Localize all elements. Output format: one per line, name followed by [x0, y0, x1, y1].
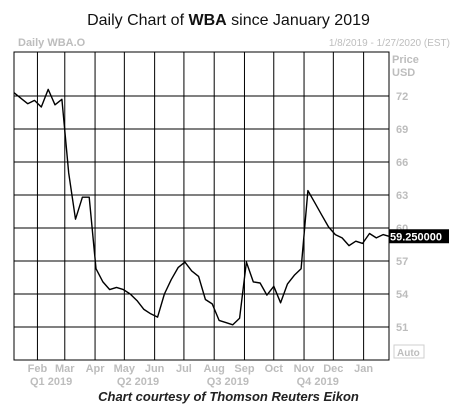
x-tick-label-month: Feb	[28, 363, 48, 375]
chart-caption: Chart courtesy of Thomson Reuters Eikon	[98, 389, 359, 404]
x-tick-label-month: Mar	[55, 363, 75, 375]
scale-mode-label[interactable]: Auto	[397, 348, 420, 359]
x-tick-labels: Feb Mar Apr May Jun Jul Aug Sep Oct Nov Dec Jan Q1 2…	[28, 363, 374, 388]
y-tick-label: 51	[396, 322, 408, 334]
y-tick-label: 54	[396, 289, 409, 301]
x-tick-label-month: Oct	[265, 363, 284, 375]
x-tick-label-month: Jul	[176, 363, 192, 375]
plot-frame	[13, 51, 390, 361]
x-tick-label-quarter: Q4 2019	[297, 376, 339, 388]
x-tick-label-month: Dec	[323, 363, 343, 375]
chart-header-right: 1/8/2019 - 1/27/2020 (EST)	[329, 38, 450, 49]
last-price-marker: 59.250000	[389, 229, 449, 244]
y-tick-label: 63	[396, 190, 408, 202]
title-suffix: since January 2019	[226, 12, 370, 29]
x-tick-label-month: Apr	[86, 363, 106, 375]
x-tick-label-quarter: Q2 2019	[117, 376, 159, 388]
x-tick-label-month: Jun	[145, 363, 165, 375]
x-tick-label-month: Sep	[234, 363, 254, 375]
x-tick-label-month: May	[114, 363, 136, 375]
y-axis-unit: USD	[392, 67, 415, 79]
y-tick-label: 57	[396, 256, 408, 268]
chart-header-left: Daily WBA.O	[18, 37, 86, 49]
grid-lines	[14, 52, 389, 360]
y-tick-label: 69	[396, 124, 408, 136]
chart-title: Daily Chart of WBA since January 2019	[0, 12, 457, 30]
price-series-line	[13, 88, 390, 326]
title-prefix: Daily Chart of	[87, 12, 189, 29]
x-tick-label-quarter: Q1 2019	[30, 376, 72, 388]
x-tick-label-month: Aug	[204, 363, 225, 375]
y-tick-label: 72	[396, 91, 408, 103]
x-tick-label-month: Nov	[294, 363, 316, 375]
y-axis-label: Price	[392, 54, 419, 66]
x-tick-label-quarter: Q3 2019	[207, 376, 249, 388]
last-price-label: 59.250000	[390, 231, 442, 243]
x-tick-label-month: Jan	[354, 363, 373, 375]
title-ticker: WBA	[188, 12, 227, 29]
scale-mode-box[interactable]	[393, 344, 425, 359]
last-price-box	[389, 229, 449, 244]
y-tick-label: 66	[396, 157, 408, 169]
